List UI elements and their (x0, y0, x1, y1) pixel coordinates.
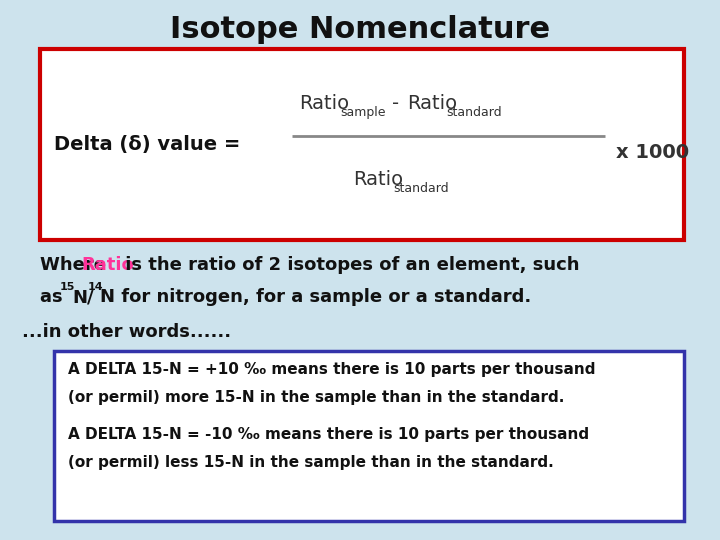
Text: 14: 14 (88, 282, 104, 292)
Text: Ratio: Ratio (299, 94, 349, 113)
Text: Isotope Nomenclature: Isotope Nomenclature (170, 15, 550, 44)
Text: is the ratio of 2 isotopes of an element, such: is the ratio of 2 isotopes of an element… (119, 255, 580, 274)
Text: ...in other words......: ...in other words...... (22, 323, 230, 341)
Text: A DELTA 15-N = +10 ‰ means there is 10 parts per thousand: A DELTA 15-N = +10 ‰ means there is 10 p… (68, 362, 596, 377)
Text: (or permil) less 15-N in the sample than in the standard.: (or permil) less 15-N in the sample than… (68, 455, 554, 470)
Text: -: - (392, 94, 399, 113)
Text: as: as (40, 288, 68, 306)
Text: sample: sample (340, 106, 385, 119)
Text: standard: standard (446, 106, 502, 119)
Text: Ratio: Ratio (353, 170, 403, 189)
Text: x 1000: x 1000 (616, 143, 689, 162)
Text: Ratio: Ratio (81, 255, 134, 274)
Text: Ratio: Ratio (407, 94, 457, 113)
FancyBboxPatch shape (40, 49, 684, 240)
Text: 15: 15 (60, 282, 75, 292)
Text: standard: standard (393, 181, 449, 195)
FancyBboxPatch shape (54, 351, 684, 521)
Text: Where: Where (40, 255, 112, 274)
Text: N for nitrogen, for a sample or a standard.: N for nitrogen, for a sample or a standa… (100, 288, 531, 306)
Text: A DELTA 15-N = -10 ‰ means there is 10 parts per thousand: A DELTA 15-N = -10 ‰ means there is 10 p… (68, 427, 590, 442)
Text: N/: N/ (72, 288, 94, 306)
Text: (or permil) more 15-N in the sample than in the standard.: (or permil) more 15-N in the sample than… (68, 390, 564, 406)
Text: Delta (δ) value =: Delta (δ) value = (54, 135, 240, 154)
